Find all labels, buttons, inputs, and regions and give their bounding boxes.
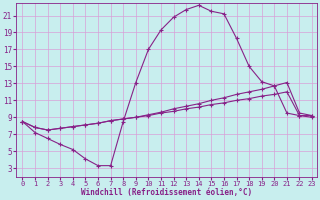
X-axis label: Windchill (Refroidissement éolien,°C): Windchill (Refroidissement éolien,°C) <box>81 188 252 197</box>
